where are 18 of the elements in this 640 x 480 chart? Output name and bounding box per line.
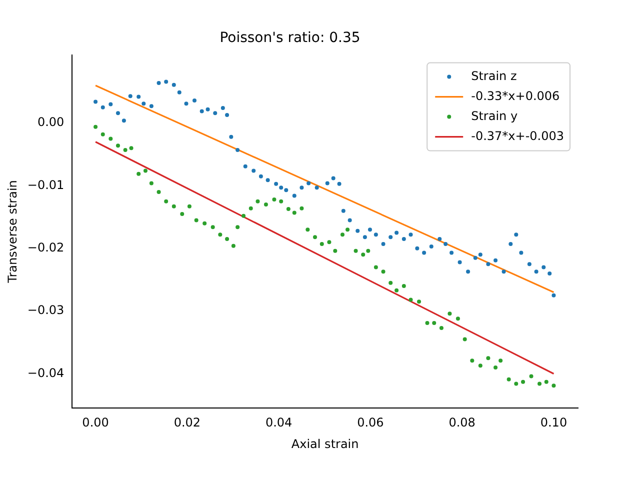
y-axis-title: Transverse strain	[5, 180, 20, 284]
x-tick-label: 0.04	[265, 416, 292, 430]
y-tick-label: −0.03	[27, 303, 64, 318]
legend-label: Strain z	[471, 68, 517, 83]
legend-label: Strain y	[471, 108, 518, 123]
y-tick-label: −0.02	[27, 240, 64, 255]
legend-label: -0.37*x+-0.003	[471, 128, 564, 143]
y-tick-label: −0.04	[27, 366, 64, 380]
x-axis-title: Axial strain	[291, 436, 359, 451]
y-tick-label: 0.00	[37, 115, 64, 130]
x-tick-label: 0.06	[357, 416, 384, 430]
y-tick-label: −0.01	[27, 178, 64, 192]
legend-label: -0.33*x+0.006	[471, 88, 560, 103]
x-tick-label: 0.10	[540, 416, 568, 430]
chart-title: Poisson's ratio: 0.35	[220, 30, 360, 46]
x-tick-label: 0.00	[82, 416, 109, 430]
x-tick-label: 0.02	[174, 416, 201, 430]
x-tick-label: 0.08	[448, 416, 476, 430]
